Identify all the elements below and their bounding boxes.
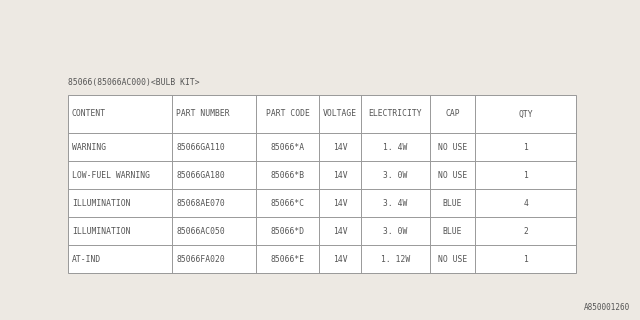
- Text: WARNING: WARNING: [72, 142, 106, 151]
- Text: QTY: QTY: [518, 109, 533, 118]
- Text: 85066*E: 85066*E: [271, 254, 305, 263]
- Text: 14V: 14V: [333, 227, 348, 236]
- Text: AT-IND: AT-IND: [72, 254, 101, 263]
- Text: 85066*A: 85066*A: [271, 142, 305, 151]
- Text: PART CODE: PART CODE: [266, 109, 310, 118]
- Text: 85066AC050: 85066AC050: [176, 227, 225, 236]
- Text: 85066GA180: 85066GA180: [176, 171, 225, 180]
- Text: 14V: 14V: [333, 171, 348, 180]
- Text: 85066GA110: 85066GA110: [176, 142, 225, 151]
- Text: 1: 1: [524, 171, 528, 180]
- Text: 14V: 14V: [333, 254, 348, 263]
- Text: CAP: CAP: [445, 109, 460, 118]
- Text: 3. 0W: 3. 0W: [383, 227, 408, 236]
- Text: NO USE: NO USE: [438, 171, 467, 180]
- Text: 14V: 14V: [333, 198, 348, 207]
- Text: 1. 4W: 1. 4W: [383, 142, 408, 151]
- Text: BLUE: BLUE: [443, 198, 462, 207]
- Bar: [68, 95, 576, 273]
- Text: ILLUMINATION: ILLUMINATION: [72, 198, 131, 207]
- Text: CONTENT: CONTENT: [72, 109, 106, 118]
- Text: 1: 1: [524, 142, 528, 151]
- Text: 85068AE070: 85068AE070: [176, 198, 225, 207]
- Text: ELECTRICITY: ELECTRICITY: [369, 109, 422, 118]
- Text: 85066(85066AC000)<BULB KIT>: 85066(85066AC000)<BULB KIT>: [68, 78, 200, 87]
- Text: 3. 0W: 3. 0W: [383, 171, 408, 180]
- Text: 3. 4W: 3. 4W: [383, 198, 408, 207]
- Text: VOLTAGE: VOLTAGE: [323, 109, 357, 118]
- Text: 85066FA020: 85066FA020: [176, 254, 225, 263]
- Text: LOW-FUEL WARNING: LOW-FUEL WARNING: [72, 171, 150, 180]
- Text: ILLUMINATION: ILLUMINATION: [72, 227, 131, 236]
- Text: 4: 4: [524, 198, 528, 207]
- Text: NO USE: NO USE: [438, 254, 467, 263]
- Text: A850001260: A850001260: [584, 303, 630, 312]
- Text: 14V: 14V: [333, 142, 348, 151]
- Text: PART NUMBER: PART NUMBER: [176, 109, 230, 118]
- Text: 2: 2: [524, 227, 528, 236]
- Text: BLUE: BLUE: [443, 227, 462, 236]
- Text: NO USE: NO USE: [438, 142, 467, 151]
- Text: 1: 1: [524, 254, 528, 263]
- Text: 85066*B: 85066*B: [271, 171, 305, 180]
- Text: 85066*D: 85066*D: [271, 227, 305, 236]
- Text: 1. 12W: 1. 12W: [381, 254, 410, 263]
- Text: 85066*C: 85066*C: [271, 198, 305, 207]
